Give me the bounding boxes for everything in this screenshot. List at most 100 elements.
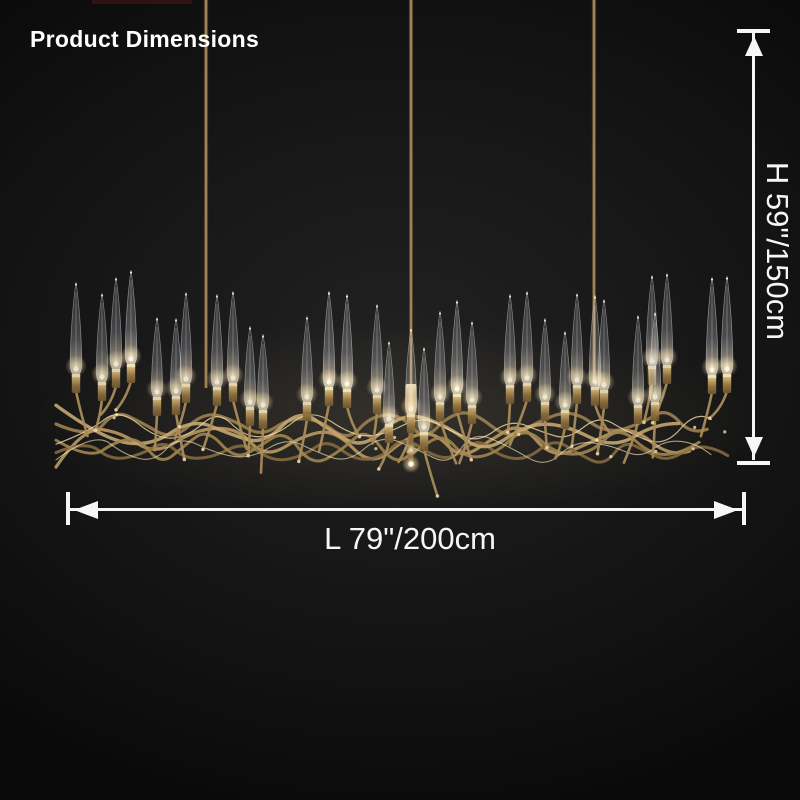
crystal-spike: [239, 325, 261, 426]
light-point: [230, 375, 236, 381]
crystal-spike: [120, 269, 142, 383]
light-point: [724, 366, 730, 372]
light-point: [635, 397, 641, 403]
candle-socket: [181, 384, 191, 403]
light-point: [524, 375, 530, 381]
socket-stems: [74, 379, 729, 498]
candle-socket: [722, 374, 732, 393]
crystal-spike: [400, 327, 422, 433]
light-point: [454, 386, 460, 392]
light-point: [374, 387, 380, 393]
height-dimension-bottom-cap: [737, 461, 770, 465]
light-point: [709, 367, 715, 373]
candle-socket: [467, 405, 477, 424]
light-point: [562, 402, 568, 408]
light-point: [574, 377, 580, 383]
light-point: [386, 416, 392, 422]
crystal-spike: [175, 291, 197, 403]
light-point: [507, 377, 513, 383]
light-point: [183, 376, 189, 382]
candle-socket: [152, 397, 162, 416]
length-dimension-label: L 79"/200cm: [324, 521, 496, 556]
candle-socket: [228, 383, 238, 402]
length-dimension-right-cap: [742, 492, 746, 525]
length-dimension-line: [70, 508, 742, 511]
candle-socket: [212, 387, 222, 406]
light-point: [113, 361, 119, 367]
arrow-up-icon: [745, 36, 763, 56]
crystal-spike: [554, 330, 576, 429]
candle-socket: [560, 410, 570, 429]
candle-socket: [324, 387, 334, 406]
candle-socket: [245, 407, 255, 426]
light-point: [154, 389, 160, 395]
crystal-spike: [446, 299, 468, 413]
suspension-rod: [591, 0, 597, 382]
candle-socket: [171, 396, 181, 415]
candle-socket: [650, 402, 660, 421]
light-point: [664, 357, 670, 363]
crystal-spike: [716, 275, 738, 393]
arrow-left-icon: [74, 501, 98, 519]
suspension-rod: [408, 0, 414, 392]
crystal-spike: [644, 311, 666, 421]
candle-socket: [258, 410, 268, 429]
height-dimension-top-cap: [737, 29, 770, 33]
metal-glints: [112, 413, 727, 459]
crystal-spike: [252, 333, 274, 429]
crystal-spike: [534, 317, 556, 421]
candle-socket: [372, 395, 382, 414]
candle-socket: [419, 432, 429, 451]
page-title: Product Dimensions: [30, 26, 260, 52]
candle-socket: [707, 375, 717, 394]
candle-socket: [111, 369, 121, 388]
candle-socket: [126, 364, 136, 383]
candle-socket: [435, 402, 445, 421]
crystal-spike: [91, 292, 113, 401]
candle-socket: [572, 385, 582, 404]
candle-socket: [599, 390, 609, 409]
suspension-rods: [203, 0, 597, 392]
light-point: [542, 394, 548, 400]
crystal-spike: [222, 290, 244, 402]
crystal-spike: [378, 340, 400, 443]
suspension-rod: [203, 0, 209, 388]
candle-socket: [384, 424, 394, 443]
light-point: [408, 406, 414, 412]
light-point: [173, 388, 179, 394]
light-point: [214, 379, 220, 385]
light-point: [304, 394, 310, 400]
light-point: [326, 379, 332, 385]
crystal-spike: [499, 293, 521, 404]
crystal-spike: [516, 290, 538, 402]
crystal-spike: [65, 281, 87, 393]
crystal-spike: [566, 292, 588, 404]
candle-socket: [97, 382, 107, 401]
light-point: [601, 382, 607, 388]
light-point: [99, 374, 105, 380]
candle-socket: [662, 365, 672, 384]
crystal-spike: [296, 315, 318, 421]
crystal-spike: [429, 310, 451, 421]
crystal-spike: [656, 272, 678, 384]
crystal-spike: [627, 314, 649, 424]
candle-socket: [342, 389, 352, 408]
candle-socket: [71, 374, 81, 393]
light-point: [421, 424, 427, 430]
candle-socket: [633, 405, 643, 424]
crystal-spikes: [65, 269, 738, 451]
top-banner-remnant: [92, 0, 192, 4]
light-point: [260, 402, 266, 408]
light-point: [247, 399, 253, 405]
candle-socket: [522, 383, 532, 402]
crystal-spike: [146, 316, 168, 416]
height-dimension-label: H 59"/150cm: [760, 161, 795, 341]
crystal-spike: [413, 346, 435, 451]
candle-socket: [452, 394, 462, 413]
candle-socket: [540, 402, 550, 421]
candle-socket: [505, 385, 515, 404]
light-point: [652, 394, 658, 400]
crystal-spike: [336, 293, 358, 408]
